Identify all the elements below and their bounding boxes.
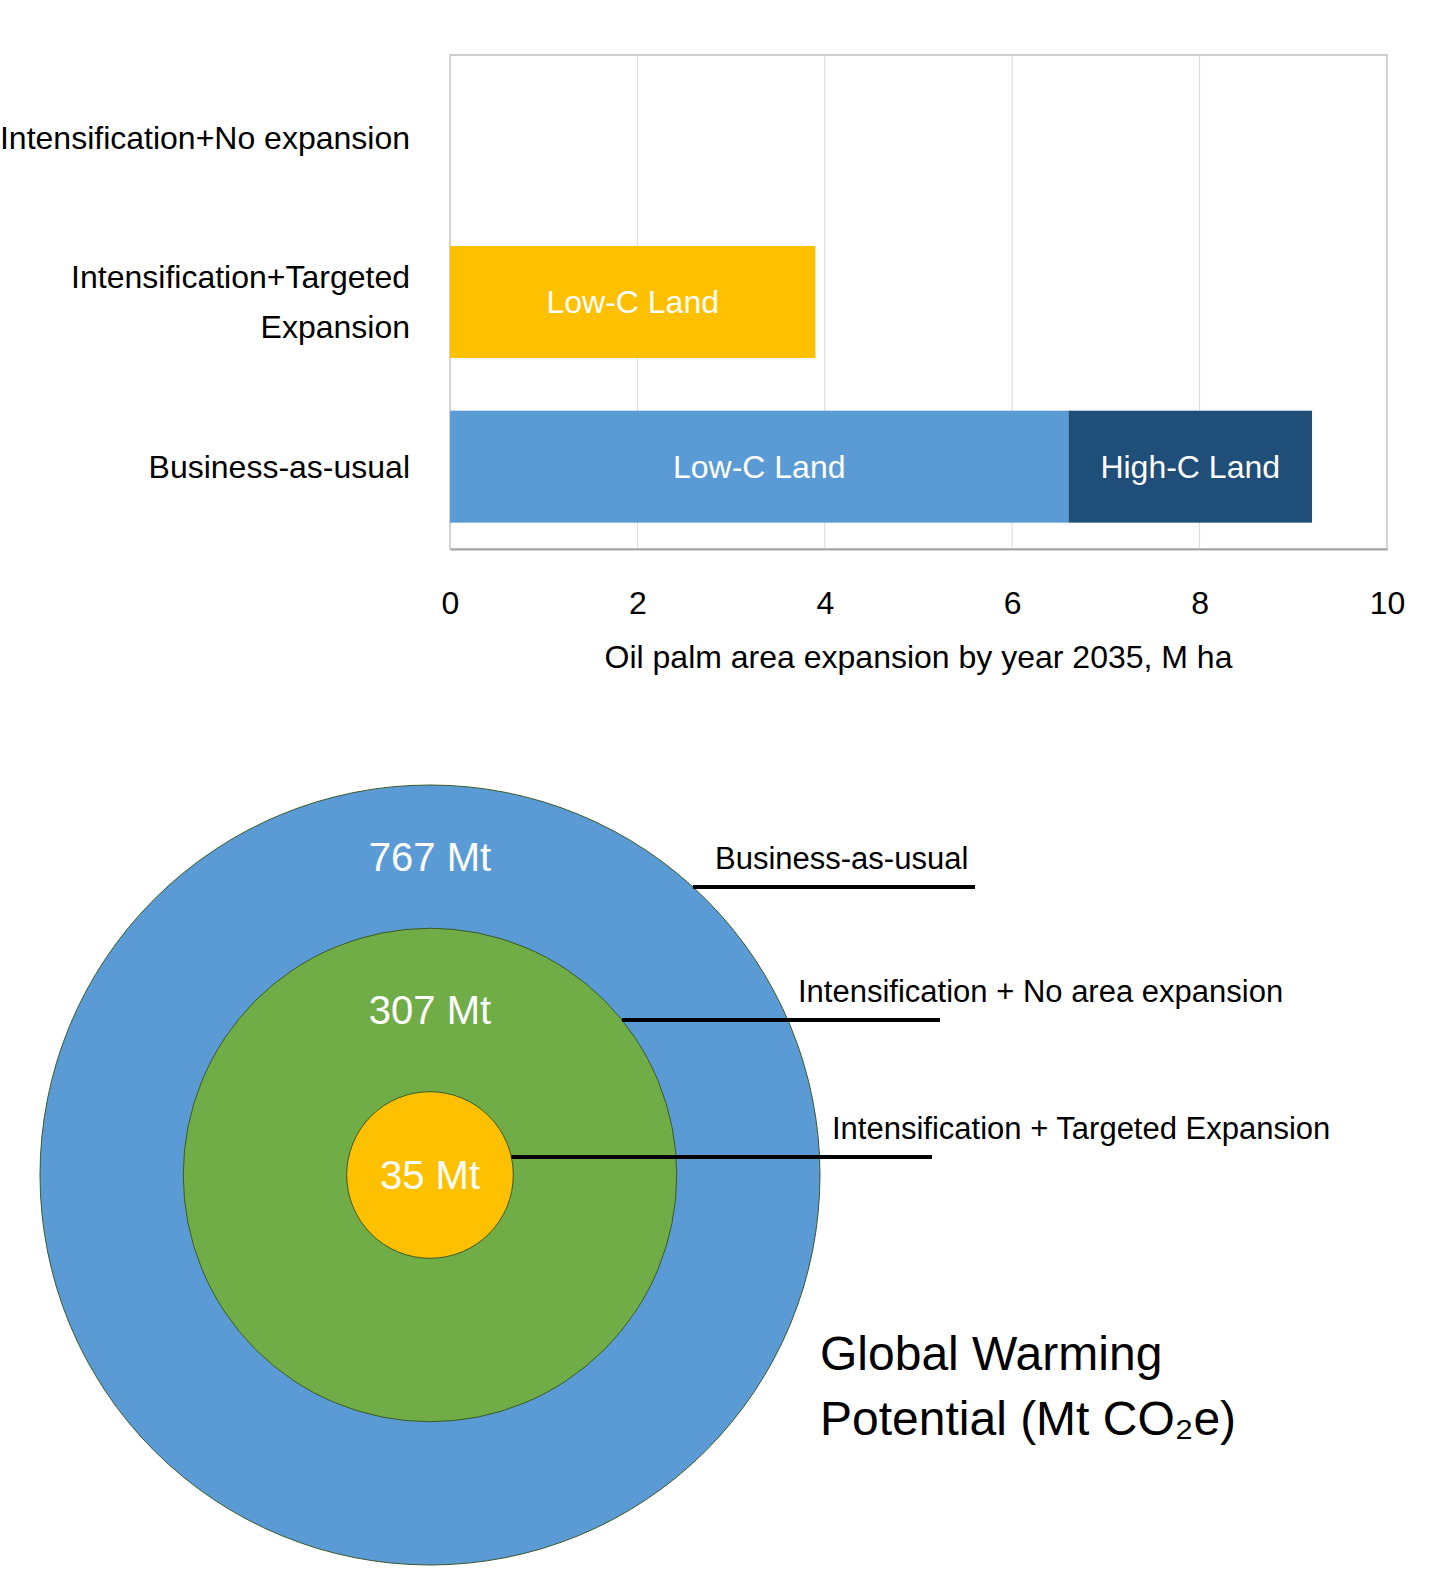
bar-segment xyxy=(450,411,1068,523)
category-labels: Intensification+No expansion Intensificat… xyxy=(0,120,410,485)
circles xyxy=(40,785,820,1565)
tick-label: 10 xyxy=(1370,585,1406,621)
text-line: Intensification+Targeted xyxy=(71,259,410,295)
segment-label: Low-C Land xyxy=(673,449,846,485)
bar-segment xyxy=(815,246,816,358)
bar-segment xyxy=(450,81,451,193)
circle-name: Business-as-usual xyxy=(715,841,968,876)
tick-label: 2 xyxy=(629,585,647,621)
segment-label: Low-C Land xyxy=(546,284,719,320)
bar-chart: Low-C Land Low-C Land High-C Land Intensifi… xyxy=(0,55,1405,675)
x-axis-title: Oil palm area expansion by year 2035, M … xyxy=(605,639,1233,675)
segment-labels: Low-C Land Low-C Land High-C Land xyxy=(546,284,1280,485)
x-axis: 0 2 4 6 8 10 xyxy=(442,549,1406,621)
text-line: Global Warming xyxy=(820,1327,1162,1380)
circle-name: Intensification + No area expansion xyxy=(798,974,1283,1009)
leader-line xyxy=(511,1155,932,1159)
tick: 0 xyxy=(442,549,460,621)
category-label: Business-as-usual xyxy=(149,449,410,485)
text-line: Intensification+No expansion xyxy=(0,120,410,156)
text-line: Business-as-usual xyxy=(149,449,410,485)
circle xyxy=(183,928,676,1421)
tick: 10 xyxy=(1370,549,1406,621)
circle xyxy=(40,785,820,1565)
bar-segment xyxy=(1068,411,1312,523)
leader-line xyxy=(693,885,975,889)
value-labels: 767 Mt 307 Mt 35 Mt xyxy=(369,835,491,1197)
tick-label: 8 xyxy=(1191,585,1209,621)
circle-names: Business-as-usual Intensification + No ar… xyxy=(511,841,1330,1157)
axis-line xyxy=(451,549,1388,551)
category-label: Intensification+No expansion xyxy=(0,120,410,156)
bars xyxy=(450,246,1312,523)
value-label: 307 Mt xyxy=(369,988,491,1032)
chart-canvas: Low-C Land Low-C Land High-C Land Intensifi… xyxy=(0,0,1440,1580)
title: Global Warming Potential (Mt CO₂e) xyxy=(820,1327,1236,1445)
text-line: Expansion xyxy=(261,309,410,345)
tick: 6 xyxy=(1004,549,1022,621)
tick: 8 xyxy=(1191,549,1209,621)
value-label: 35 Mt xyxy=(380,1153,480,1197)
tick-label: 0 xyxy=(442,585,460,621)
leader-line xyxy=(622,1018,940,1022)
tick: 2 xyxy=(629,549,647,621)
value-label: 767 Mt xyxy=(369,835,491,879)
circle-name: Intensification + Targeted Expansion xyxy=(832,1111,1330,1146)
text-line: Potential (Mt CO₂e) xyxy=(820,1392,1236,1445)
grid-line xyxy=(1387,55,1388,549)
segment-label: High-C Land xyxy=(1100,449,1280,485)
plot-frame xyxy=(450,55,1387,549)
tick-label: 6 xyxy=(1004,585,1022,621)
tick-label: 4 xyxy=(816,585,834,621)
bar-segment xyxy=(450,246,815,358)
category-label: Intensification+Targeted Expansion xyxy=(71,259,410,345)
grid xyxy=(450,55,1387,549)
circle xyxy=(347,1092,514,1259)
tick: 4 xyxy=(816,549,834,621)
nested-circles: 767 Mt 307 Mt 35 Mt Business-as-usual Intens… xyxy=(40,785,1330,1565)
bar-segment xyxy=(450,81,451,193)
